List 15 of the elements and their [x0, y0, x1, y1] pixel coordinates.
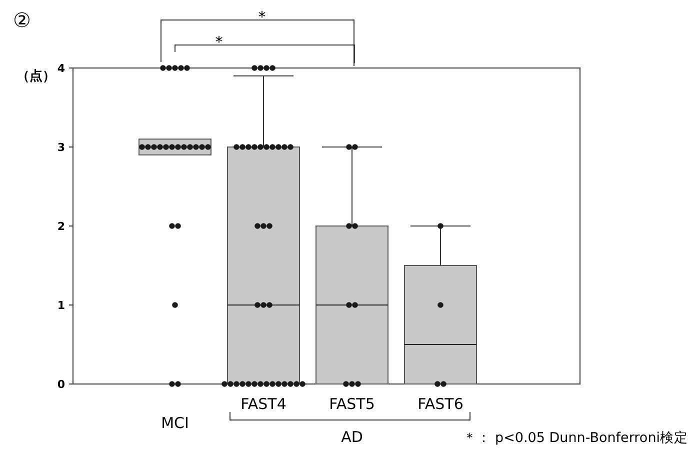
y-tick-label: 1: [57, 298, 65, 312]
y-tick-label: 0: [57, 378, 66, 391]
y-tick-label: 3: [57, 140, 65, 154]
text: AD: [341, 428, 363, 446]
x-tick-label: FAST5: [329, 395, 375, 413]
text: ②: [13, 8, 31, 32]
x-tick-label: FAST4: [240, 395, 286, 413]
text: *: [215, 33, 224, 51]
text: ＊： p<0.05 Dunn-Bonferroni検定: [462, 430, 688, 446]
x-tick-label: MCI: [161, 414, 189, 432]
x-tick-label: FAST6: [418, 395, 464, 413]
y-tick-label: 2: [57, 220, 65, 233]
y-tick-label: 4: [57, 62, 66, 75]
y-axis-title: （点）: [16, 68, 56, 84]
text: *: [258, 8, 266, 26]
